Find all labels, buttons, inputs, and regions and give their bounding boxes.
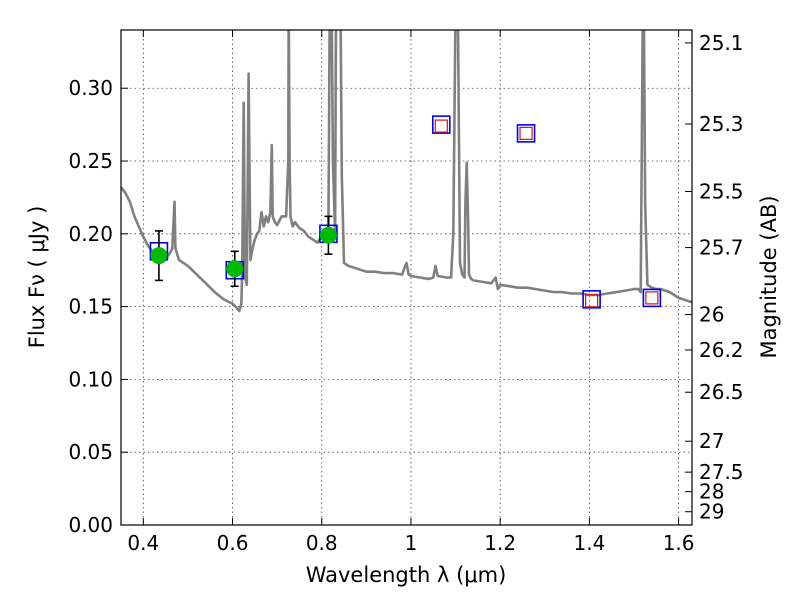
model-flux-box: [582, 290, 601, 309]
upper-limit-marker: [434, 119, 448, 133]
model-flux-box: [516, 124, 536, 143]
mag-tick-label: 27: [699, 429, 724, 453]
x-tick-label: 0.4: [127, 531, 159, 555]
y-tick-label: 0.15: [68, 295, 113, 319]
upper-limit-marker: [519, 126, 533, 140]
x-tick-label: 1.2: [484, 531, 516, 555]
y-tick-label: 0.30: [68, 76, 113, 100]
ticks: 0.4 0.6 0.8 1 1.2 1.4 1.6 0.00 0.05 0.10 0.15 0.20 0…: [68, 30, 744, 555]
plot-area: [121, 30, 692, 313]
y-tick-label: 0.05: [68, 440, 113, 464]
mag-tick-label: 26.5: [699, 380, 744, 404]
grid: [121, 30, 692, 525]
upper-limit-marker: [645, 291, 659, 305]
y-axis-label: Flux Fν ( μJy ): [25, 206, 49, 349]
plot-background: [121, 30, 692, 525]
x-tick-label: 1: [405, 531, 418, 555]
mag-tick-label: 25.5: [699, 179, 744, 203]
y-tick-label: 0.10: [68, 367, 113, 391]
observed-flux-point: [150, 247, 168, 265]
sed-spectrum-line: [121, 30, 692, 313]
x-tick-label: 0.8: [306, 531, 338, 555]
mag-tick-label: 29: [699, 500, 724, 524]
right-axis-label: Magnitude (AB): [757, 195, 781, 358]
mag-tick-label: 28: [699, 480, 724, 504]
mag-tick-label: 25.7: [699, 236, 744, 260]
mag-tick-label: 26: [699, 303, 724, 327]
model-flux-box: [642, 288, 662, 308]
mag-tick-label: 26.2: [699, 338, 744, 362]
plot-frame: [120, 29, 693, 526]
mag-tick-label: 25.1: [699, 31, 744, 55]
y-tick-label: 0.25: [68, 149, 113, 173]
y-tick-label: 0.00: [68, 513, 113, 537]
x-axis-label: Wavelength λ (μm): [306, 563, 507, 587]
x-tick-label: 1.4: [573, 531, 605, 555]
model-flux-box: [431, 115, 451, 134]
mag-tick-label: 27.5: [699, 460, 744, 484]
y-tick-label: 0.20: [68, 222, 113, 246]
observed-flux-point: [319, 226, 337, 244]
x-tick-label: 1.6: [663, 531, 695, 555]
x-tick-label: 0.6: [217, 531, 249, 555]
upper-limit-marker: [585, 294, 599, 308]
mag-tick-label: 25.3: [699, 112, 744, 136]
observed-flux-point: [226, 260, 244, 278]
